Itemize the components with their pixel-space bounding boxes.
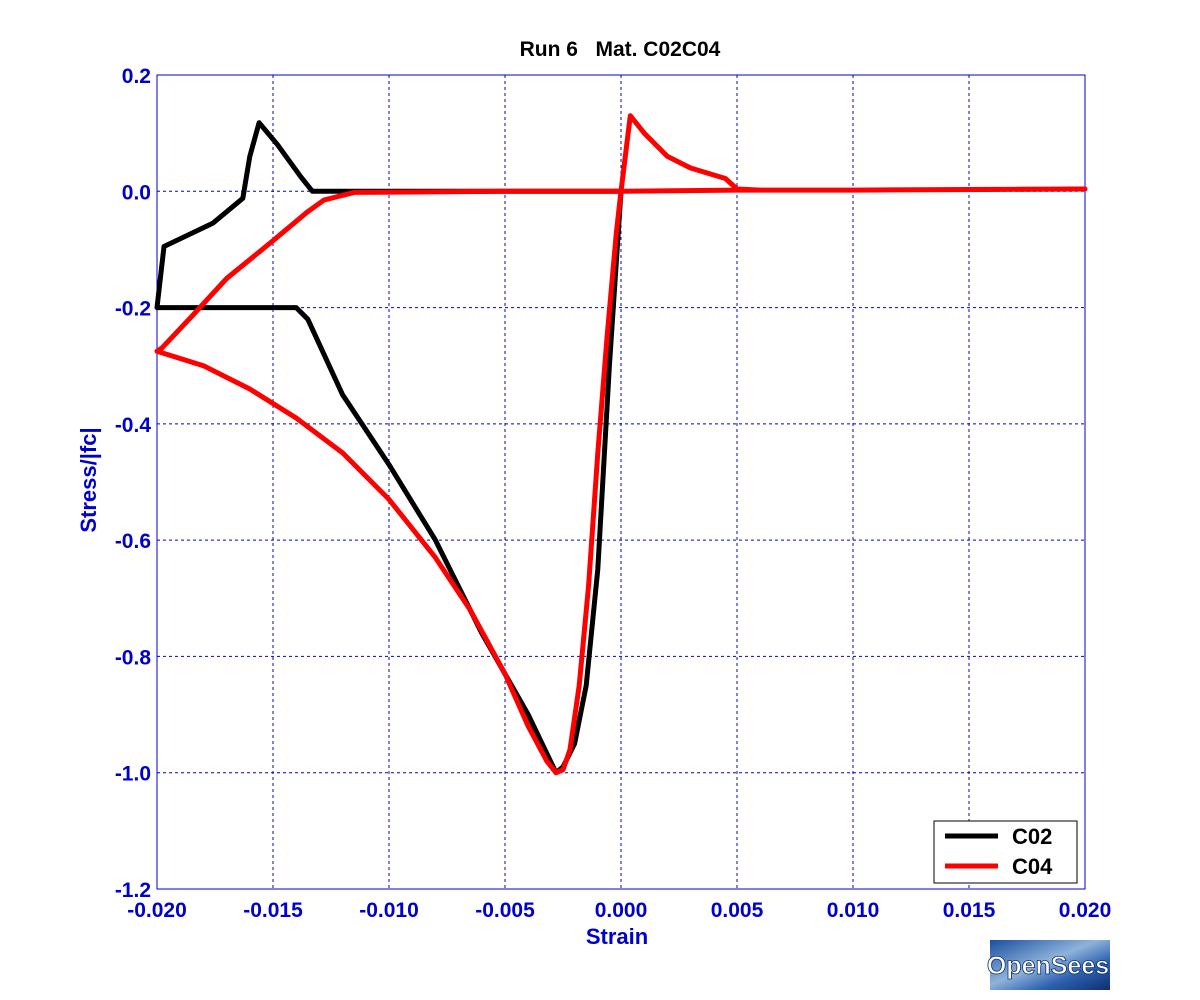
series-lines — [154, 113, 1088, 776]
x-tick-label: 0.010 — [827, 899, 880, 922]
legend-box — [933, 820, 1078, 884]
plot-frame — [156, 74, 1086, 890]
x-tick-label: -0.005 — [475, 899, 535, 922]
legend-label-c04: C04 — [1012, 854, 1053, 879]
x-tick-label: 0.000 — [595, 899, 648, 922]
x-tick-label: 0.005 — [711, 899, 764, 922]
y-tick-labels: 0.2 0.0 -0.2 -0.4 -0.6 -0.8 -1.0 -1.2 — [115, 65, 152, 902]
x-tick-label: -0.010 — [359, 899, 419, 922]
x-axis-label: Strain — [586, 924, 648, 949]
y-tick-label: -0.4 — [115, 414, 152, 437]
series-line-c04 — [154, 113, 1088, 776]
y-tick-label: -0.2 — [115, 298, 151, 321]
x-tick-label: 0.015 — [943, 899, 996, 922]
x-tick-label: -0.015 — [243, 899, 303, 922]
legend-label-c02: C02 — [1012, 824, 1052, 849]
chart-title: Run 6 Mat. C02C04 — [520, 38, 721, 61]
logo-text: OpenSees — [987, 952, 1109, 980]
opensees-logo: OpenSees — [986, 940, 1110, 990]
x-tick-label: -0.020 — [127, 899, 187, 922]
y-tick-label: 0.2 — [122, 65, 151, 88]
y-tick-label: -0.8 — [115, 646, 152, 669]
x-tick-labels: -0.020 -0.015 -0.010 -0.005 0.000 0.005 0.010 0… — [127, 899, 1111, 922]
legend: C02 C04 — [933, 820, 1078, 884]
y-tick-label: -1.0 — [115, 763, 151, 786]
y-tick-label: -1.2 — [115, 879, 151, 902]
y-axis-label: Stress/|fc| — [76, 427, 101, 532]
y-tick-label: -0.6 — [115, 530, 151, 553]
x-tick-label: 0.020 — [1059, 899, 1112, 922]
y-tick-label: 0.0 — [122, 181, 151, 204]
